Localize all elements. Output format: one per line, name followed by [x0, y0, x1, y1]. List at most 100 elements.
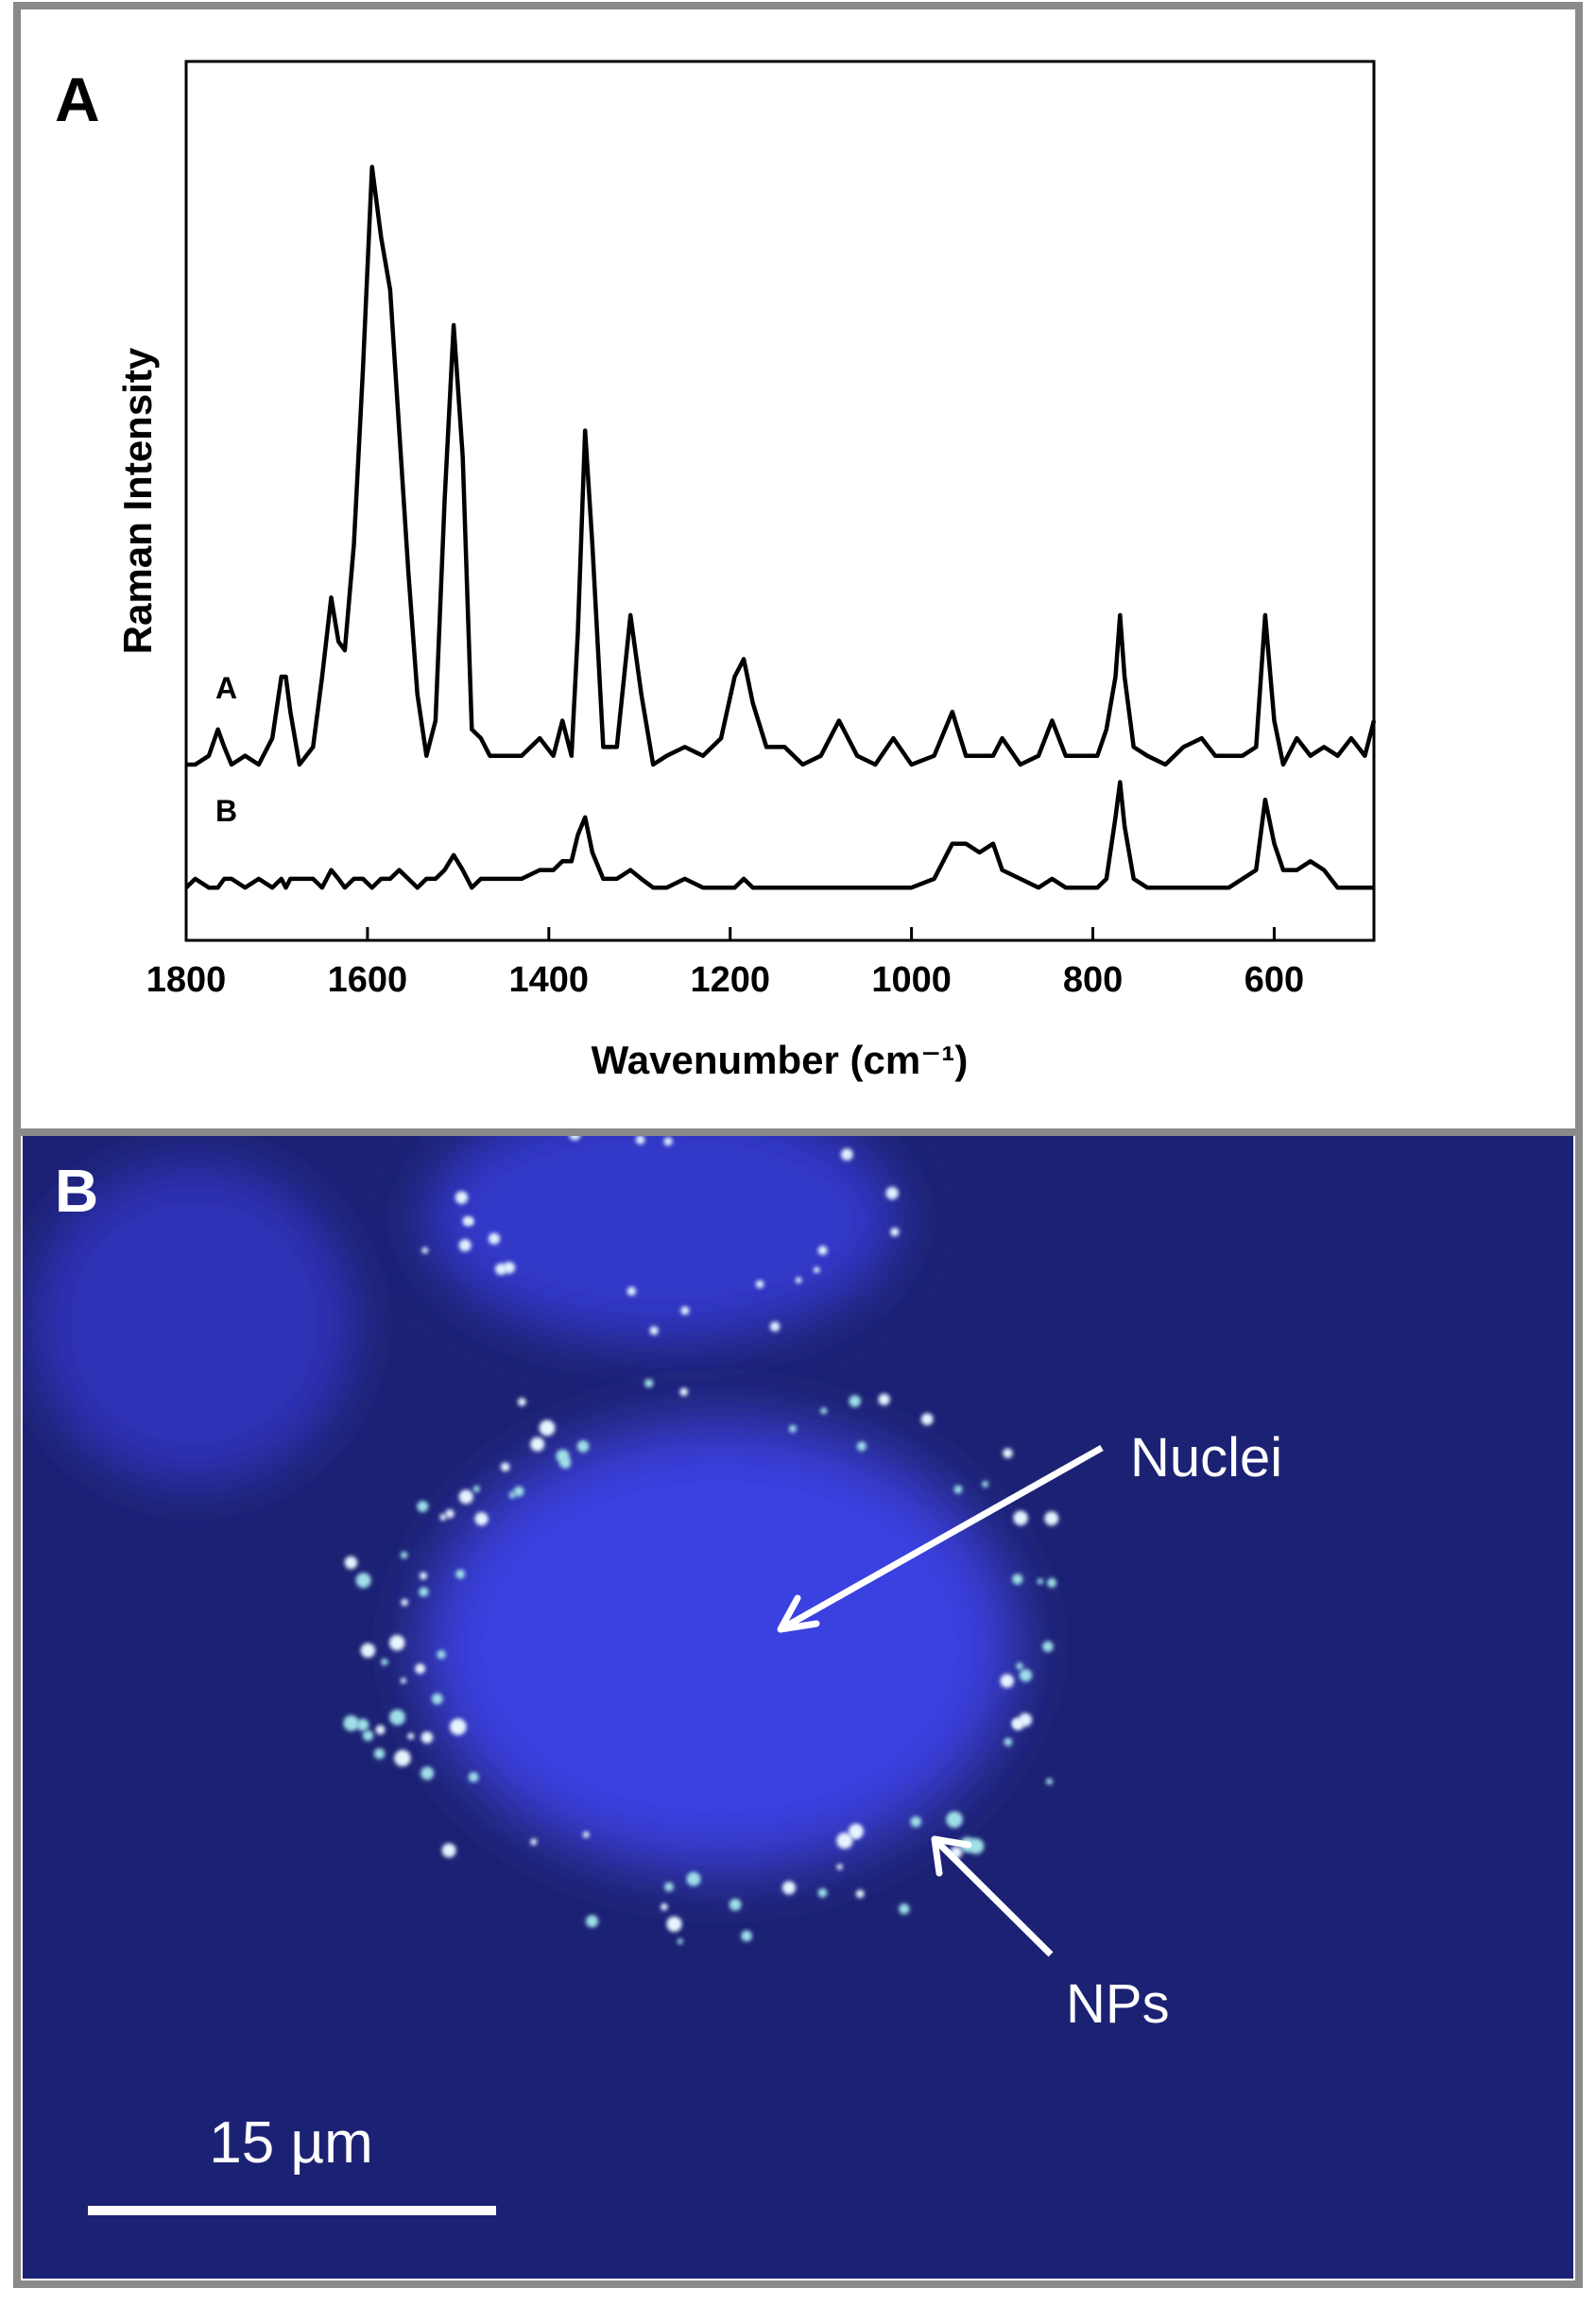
nanoparticle [1016, 1662, 1023, 1670]
arrow [932, 1836, 1054, 1957]
scale-bar-label: 15 µm [209, 2110, 373, 2176]
nanoparticle [458, 1489, 473, 1505]
y-axis-label: Raman Intensity [115, 347, 160, 654]
annotation: Nuclei [1130, 1427, 1282, 1489]
nanoparticle [836, 1832, 853, 1850]
nanoparticle [817, 1246, 828, 1256]
nanoparticle [344, 1556, 358, 1570]
nanoparticle [899, 1903, 910, 1915]
x-tick-label: 1400 [509, 960, 590, 1000]
arrow-head [931, 1835, 972, 1877]
arrow [779, 1444, 1104, 1633]
x-tick-label: 1800 [146, 960, 227, 1000]
nanoparticle [437, 1649, 446, 1660]
nanoparticle [820, 1407, 828, 1415]
x-tick-label: 1200 [690, 960, 770, 1000]
nanoparticle [513, 1486, 524, 1497]
nanoparticle [1019, 1668, 1033, 1682]
nanoparticle [910, 1816, 921, 1828]
frame [13, 2, 1583, 2288]
nanoparticle [439, 1513, 447, 1521]
nanoparticle [663, 1137, 673, 1146]
nanoparticle [356, 1718, 369, 1731]
nanoparticle [1000, 1674, 1015, 1688]
nanoparticle [401, 1598, 408, 1607]
nanoparticle [769, 1321, 781, 1332]
x-tick-label: 1600 [328, 960, 408, 1000]
x-tick-label: 800 [1063, 960, 1123, 1000]
nanoparticle [755, 1280, 764, 1289]
nanoparticle [407, 1732, 415, 1740]
nanoparticle [419, 1587, 429, 1597]
nanoparticle [626, 1286, 637, 1297]
nanoparticle [417, 1500, 429, 1512]
nanoparticles [343, 1134, 1059, 1945]
nanoparticle [431, 1693, 443, 1705]
nanoparticle [582, 1831, 590, 1838]
nanoparticle [508, 1491, 516, 1499]
nanoparticle [360, 1643, 376, 1659]
nanoparticle [817, 1887, 828, 1898]
x-axis-label: Wavenumber (cm⁻¹) [592, 1038, 969, 1082]
nanoparticle [644, 1378, 654, 1388]
nanoparticle [394, 1749, 411, 1767]
nanoparticle [686, 1871, 701, 1886]
series-label: A [215, 671, 237, 705]
nanoparticle [1004, 1737, 1013, 1747]
nanoparticle [666, 1916, 682, 1933]
nanoparticle [420, 1572, 427, 1580]
micrograph: Nuclei NPs 15 µm B [23, 1134, 1573, 2279]
nanoparticle [400, 1678, 406, 1684]
nanoparticle [953, 1485, 963, 1494]
nucleus [437, 1437, 1004, 1856]
nanoparticle [741, 1930, 752, 1942]
nanoparticle [343, 1715, 359, 1731]
nanoparticle [1045, 1778, 1053, 1785]
nanoparticle [375, 1725, 386, 1735]
x-tick-label: 1000 [871, 960, 952, 1000]
nanoparticle [1013, 1510, 1028, 1525]
nanoparticle [920, 1413, 934, 1426]
nanoparticle [1037, 1578, 1044, 1585]
nanoparticle [415, 1663, 426, 1675]
nanoparticle [856, 1441, 867, 1452]
plot-frame [184, 60, 1376, 942]
nanoparticle [848, 1823, 864, 1839]
nanoparticle [455, 1191, 469, 1204]
nanoparticle [890, 1227, 900, 1237]
nanoparticle [539, 1420, 556, 1437]
annotation: NPs [1066, 1973, 1170, 2035]
arrow-head [777, 1594, 820, 1633]
nanoparticle [576, 1439, 590, 1453]
nanoparticle [381, 1658, 388, 1666]
nanoparticle [355, 1573, 371, 1589]
nanoparticle [530, 1838, 538, 1846]
nanoparticle [946, 1811, 963, 1829]
nanoparticle [729, 1898, 742, 1911]
nanoparticle [494, 1263, 507, 1276]
nanoparticle [449, 1718, 467, 1735]
nanoparticle [468, 1772, 479, 1782]
nanoparticle [849, 1395, 861, 1407]
nanoparticle [788, 1424, 797, 1433]
nanoparticle [661, 1902, 668, 1911]
nanoparticle [635, 1135, 645, 1144]
nanoparticle [1047, 1577, 1057, 1588]
series-label: B [215, 794, 237, 828]
nanoparticle [679, 1387, 689, 1397]
nanoparticle [1003, 1448, 1013, 1458]
nanoparticle [680, 1306, 690, 1316]
nanoparticle [855, 1889, 865, 1899]
nanoparticle [362, 1730, 374, 1742]
nanoparticle [1011, 1718, 1022, 1729]
nanoparticle [455, 1569, 466, 1579]
nucleus [425, 1134, 898, 1342]
nanoparticle [1012, 1574, 1023, 1585]
nanoparticle [420, 1766, 435, 1781]
nanoparticle [472, 1485, 480, 1493]
nanoparticle [781, 1881, 797, 1895]
nanoparticle [441, 1843, 456, 1858]
nanoparticle [813, 1266, 820, 1274]
